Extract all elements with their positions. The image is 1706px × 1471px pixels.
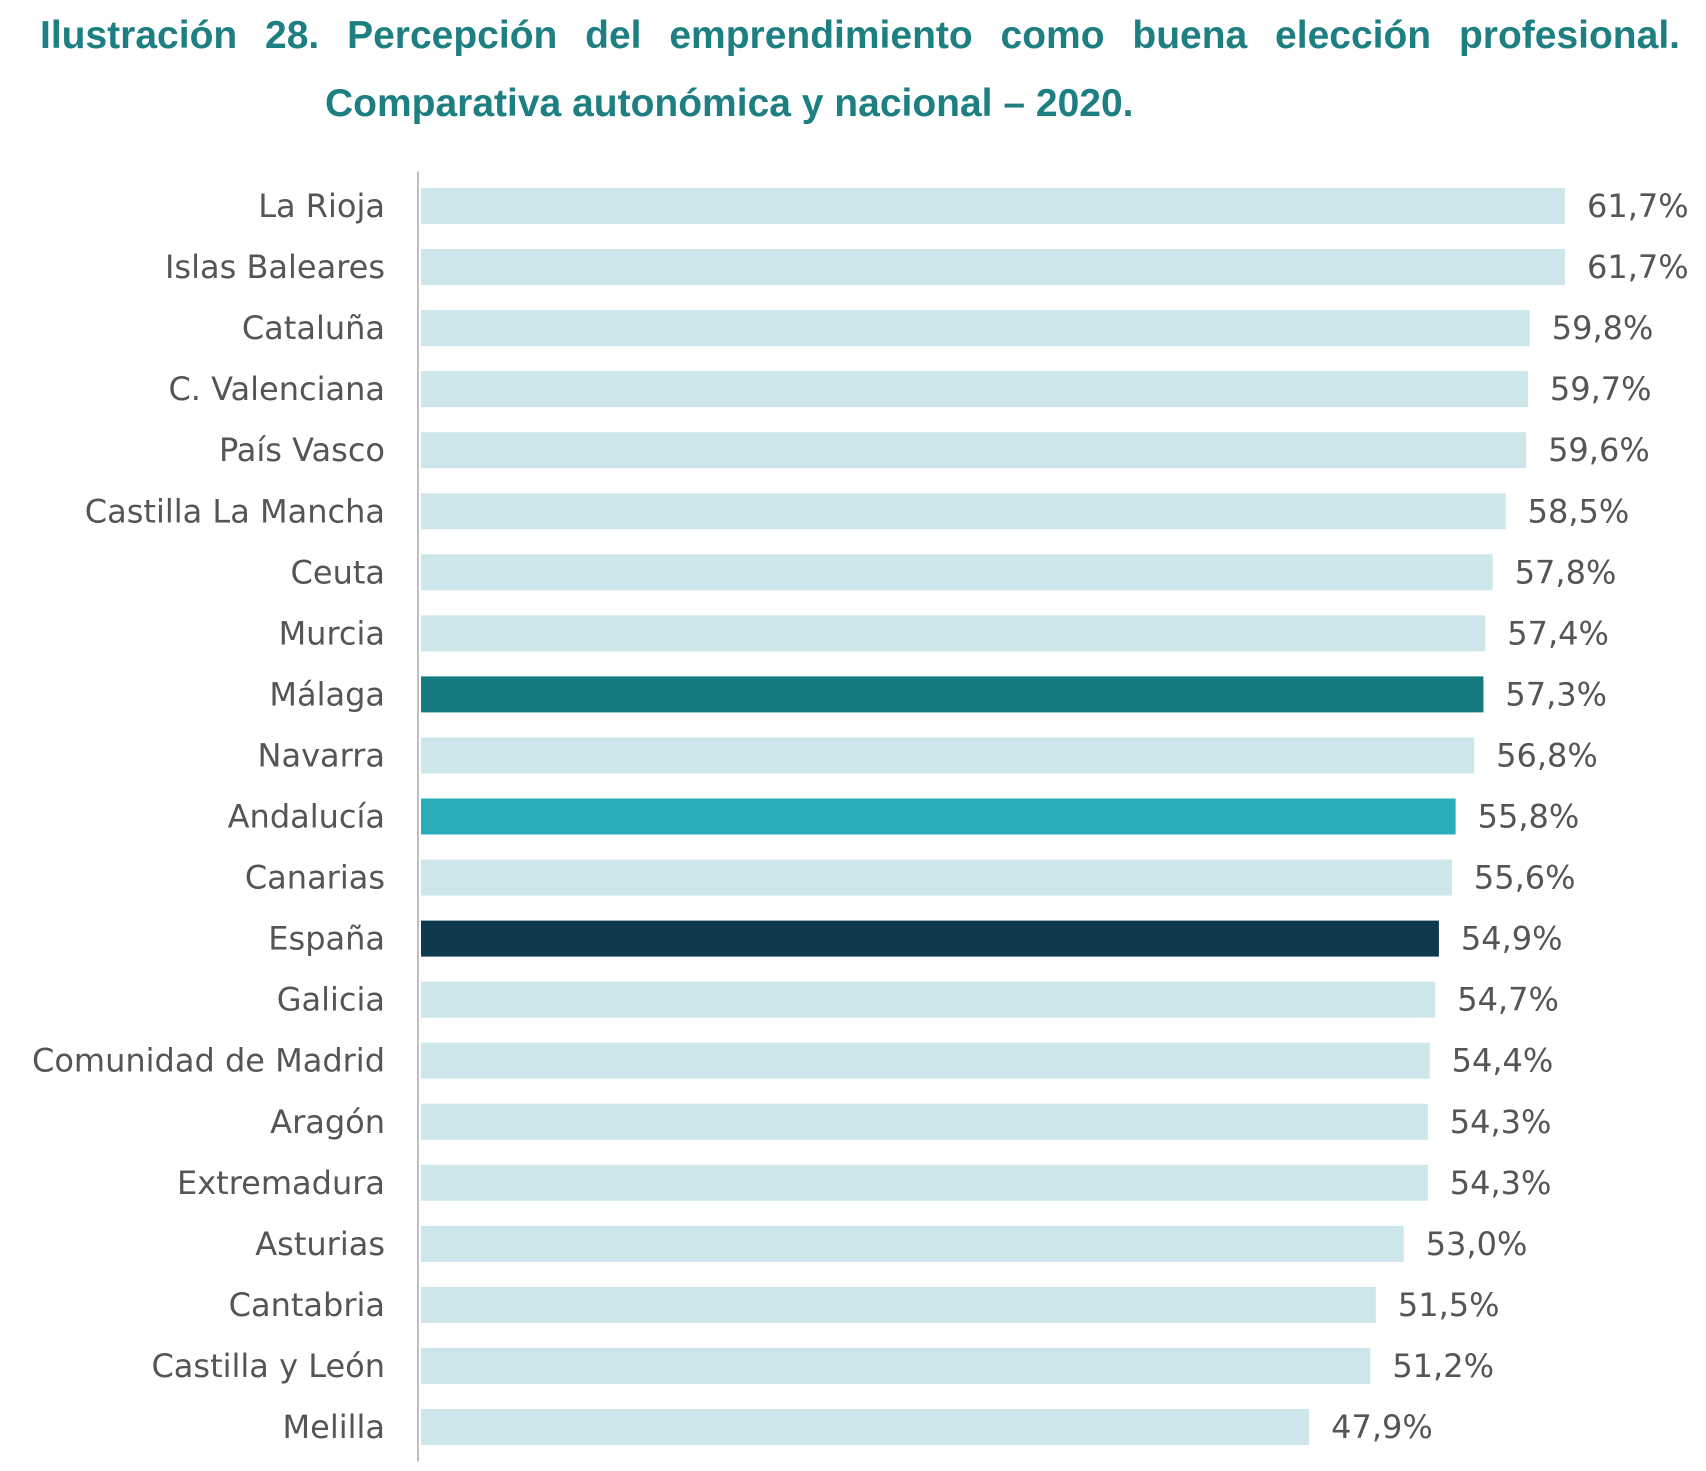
category-label: Melilla (283, 1408, 385, 1446)
category-label: Castilla La Mancha (85, 492, 385, 530)
category-label: C. Valenciana (168, 370, 385, 408)
bar (421, 1286, 1376, 1323)
bar (421, 859, 1452, 896)
value-label: 58,5% (1528, 492, 1630, 530)
bar (421, 615, 1486, 652)
bar (421, 676, 1484, 713)
category-label: Canarias (245, 859, 385, 897)
category-label: Galicia (277, 981, 385, 1019)
category-label: Navarra (258, 736, 385, 774)
bar (421, 1103, 1428, 1140)
category-label: Murcia (279, 614, 385, 652)
category-label: España (268, 920, 385, 958)
bar (421, 249, 1565, 286)
category-label: Málaga (269, 675, 385, 713)
bar (421, 310, 1530, 347)
category-label: Castilla y León (151, 1347, 385, 1385)
category-label: La Rioja (258, 187, 385, 225)
chart-title-line1: Ilustración 28. Percepción del emprendim… (40, 14, 1680, 57)
value-label: 54,7% (1457, 981, 1559, 1019)
value-label: 61,7% (1587, 248, 1689, 286)
value-label: 54,3% (1450, 1164, 1552, 1202)
bar (421, 1347, 1371, 1384)
value-label: 53,0% (1426, 1225, 1528, 1263)
bar (421, 798, 1456, 835)
value-label: 51,2% (1392, 1347, 1494, 1385)
bar (421, 920, 1439, 957)
chart-title-line2: Comparativa autonómica y nacional – 2020… (325, 82, 1134, 125)
value-label: 57,8% (1515, 553, 1617, 591)
category-label: Ceuta (291, 553, 385, 591)
bar (421, 371, 1528, 408)
category-label: Comunidad de Madrid (32, 1042, 385, 1080)
value-label: 57,3% (1505, 675, 1607, 713)
category-label: Andalucía (228, 798, 385, 836)
value-label: 54,3% (1450, 1103, 1552, 1141)
category-label: Aragón (270, 1103, 385, 1141)
bar (421, 1164, 1428, 1201)
bar (421, 737, 1475, 774)
value-label: 54,9% (1461, 920, 1563, 958)
bar (421, 1042, 1430, 1079)
category-label: Cataluña (242, 309, 385, 347)
value-label: 59,6% (1548, 431, 1650, 469)
value-label: 55,8% (1478, 798, 1580, 836)
bar (421, 432, 1527, 469)
category-label: Extremadura (177, 1164, 385, 1202)
bar (421, 554, 1493, 591)
value-label: 54,4% (1452, 1042, 1554, 1080)
bar (421, 188, 1565, 224)
value-label: 59,7% (1550, 370, 1652, 408)
bar (421, 493, 1506, 530)
bar (421, 1225, 1404, 1262)
value-label: 55,6% (1474, 859, 1576, 897)
category-label: Asturias (255, 1225, 385, 1263)
category-label: País Vasco (219, 431, 385, 469)
value-label: 57,4% (1507, 614, 1609, 652)
value-label: 59,8% (1552, 309, 1654, 347)
category-label: Cantabria (229, 1286, 385, 1324)
value-label: 56,8% (1496, 736, 1598, 774)
value-label: 51,5% (1398, 1286, 1500, 1324)
bar (421, 981, 1436, 1018)
category-label: Islas Baleares (165, 248, 385, 286)
value-label: 47,9% (1331, 1408, 1433, 1446)
bar (421, 1409, 1310, 1445)
value-label: 61,7% (1587, 187, 1689, 225)
